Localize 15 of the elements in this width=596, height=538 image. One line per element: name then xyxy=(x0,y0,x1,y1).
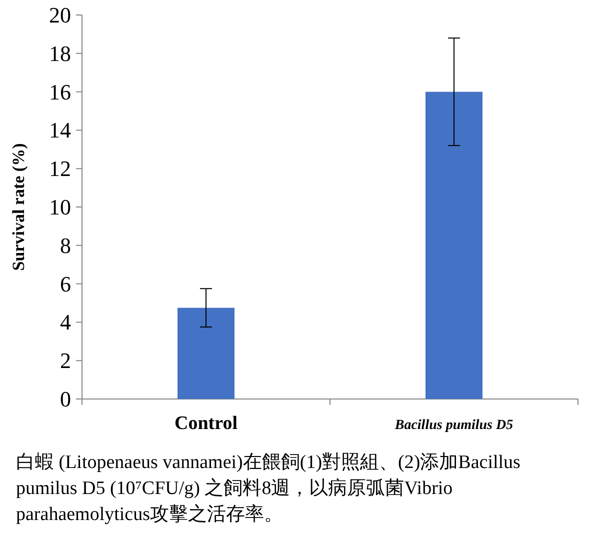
y-tick-label: 6 xyxy=(60,271,71,296)
y-tick-label: 12 xyxy=(49,156,71,182)
x-tick-label: Control xyxy=(174,413,238,434)
y-tick-label: 16 xyxy=(49,79,71,104)
x-tick-label: Bacillus pumilus D5 xyxy=(394,418,514,433)
y-tick-label: 8 xyxy=(60,232,71,258)
y-tick-label: 4 xyxy=(60,310,71,335)
y-tick-label: 18 xyxy=(49,40,71,66)
text: 白蝦 (Litopenaeus vannamei)在餵飼(1)對照組、(2)添加Bacillus pumilus D5 (10⁷CFU/g) 之飼料8週，以病原弧菌Vibrio parahaemolyticus攻擊之活存率。 xyxy=(16,451,522,527)
y-tick-label: 14 xyxy=(49,118,71,143)
y-tick-label: 10 xyxy=(49,194,71,220)
y-tick-label: 20 xyxy=(49,2,71,28)
y-axis-title: Survival rate (%) xyxy=(9,143,28,271)
y-tick-label: 0 xyxy=(60,386,71,412)
y-tick-label: 2 xyxy=(60,348,71,374)
